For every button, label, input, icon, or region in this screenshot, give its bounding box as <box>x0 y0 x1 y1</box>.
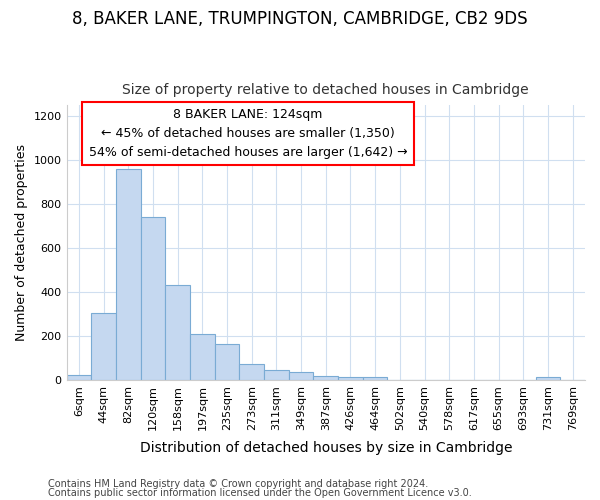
Text: Contains HM Land Registry data © Crown copyright and database right 2024.: Contains HM Land Registry data © Crown c… <box>48 479 428 489</box>
Text: Contains public sector information licensed under the Open Government Licence v3: Contains public sector information licen… <box>48 488 472 498</box>
Text: 8, BAKER LANE, TRUMPINGTON, CAMBRIDGE, CB2 9DS: 8, BAKER LANE, TRUMPINGTON, CAMBRIDGE, C… <box>72 10 528 28</box>
Bar <box>190 334 215 380</box>
Bar <box>264 370 289 380</box>
Bar <box>215 344 239 380</box>
Bar <box>313 376 338 380</box>
Bar <box>67 374 91 380</box>
Bar <box>239 364 264 380</box>
Bar <box>289 372 313 380</box>
Bar <box>140 218 165 380</box>
X-axis label: Distribution of detached houses by size in Cambridge: Distribution of detached houses by size … <box>140 441 512 455</box>
Text: 8 BAKER LANE: 124sqm
← 45% of detached houses are smaller (1,350)
54% of semi-de: 8 BAKER LANE: 124sqm ← 45% of detached h… <box>89 108 407 159</box>
Bar <box>338 377 363 380</box>
Title: Size of property relative to detached houses in Cambridge: Size of property relative to detached ho… <box>122 83 529 97</box>
Bar <box>91 313 116 380</box>
Bar <box>363 378 388 380</box>
Bar <box>165 286 190 380</box>
Y-axis label: Number of detached properties: Number of detached properties <box>15 144 28 341</box>
Bar <box>116 169 140 380</box>
Bar <box>536 378 560 380</box>
